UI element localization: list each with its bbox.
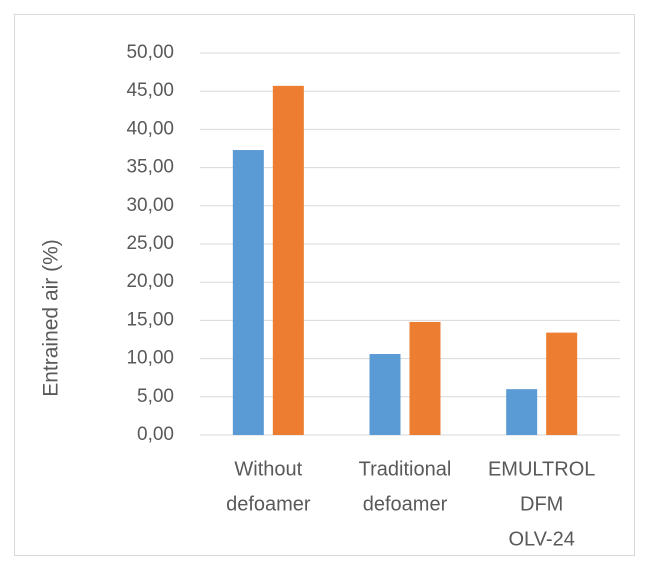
bar — [369, 354, 401, 435]
bar — [506, 389, 538, 435]
x-tick-label: defoamer — [363, 493, 448, 515]
x-tick-label: OLV-24 — [508, 528, 574, 550]
y-tick-label: 20,00 — [126, 271, 174, 292]
bar — [409, 321, 441, 435]
bar — [546, 332, 578, 435]
y-tick-label: 50,00 — [126, 42, 174, 63]
chart-border — [14, 14, 635, 556]
x-tick-label: DFM — [520, 493, 563, 515]
y-tick-label: 40,00 — [126, 118, 174, 139]
y-tick-label: 0,00 — [137, 424, 174, 445]
x-tick-label: Without — [234, 458, 302, 480]
bar — [272, 85, 304, 436]
x-tick-label: EMULTROL — [488, 458, 595, 480]
x-tick-label: Traditional — [359, 458, 452, 480]
y-axis-title: Entrained air (%) — [40, 239, 63, 397]
y-tick-label: 5,00 — [137, 386, 174, 407]
y-tick-label: 30,00 — [126, 195, 174, 216]
y-tick-label: 45,00 — [126, 80, 174, 101]
y-tick-label: 35,00 — [126, 157, 174, 178]
y-tick-label: 25,00 — [126, 233, 174, 254]
y-tick-label: 15,00 — [126, 309, 174, 330]
x-tick-label: defoamer — [226, 493, 311, 515]
y-tick-label: 10,00 — [126, 348, 174, 369]
bar — [232, 150, 264, 435]
